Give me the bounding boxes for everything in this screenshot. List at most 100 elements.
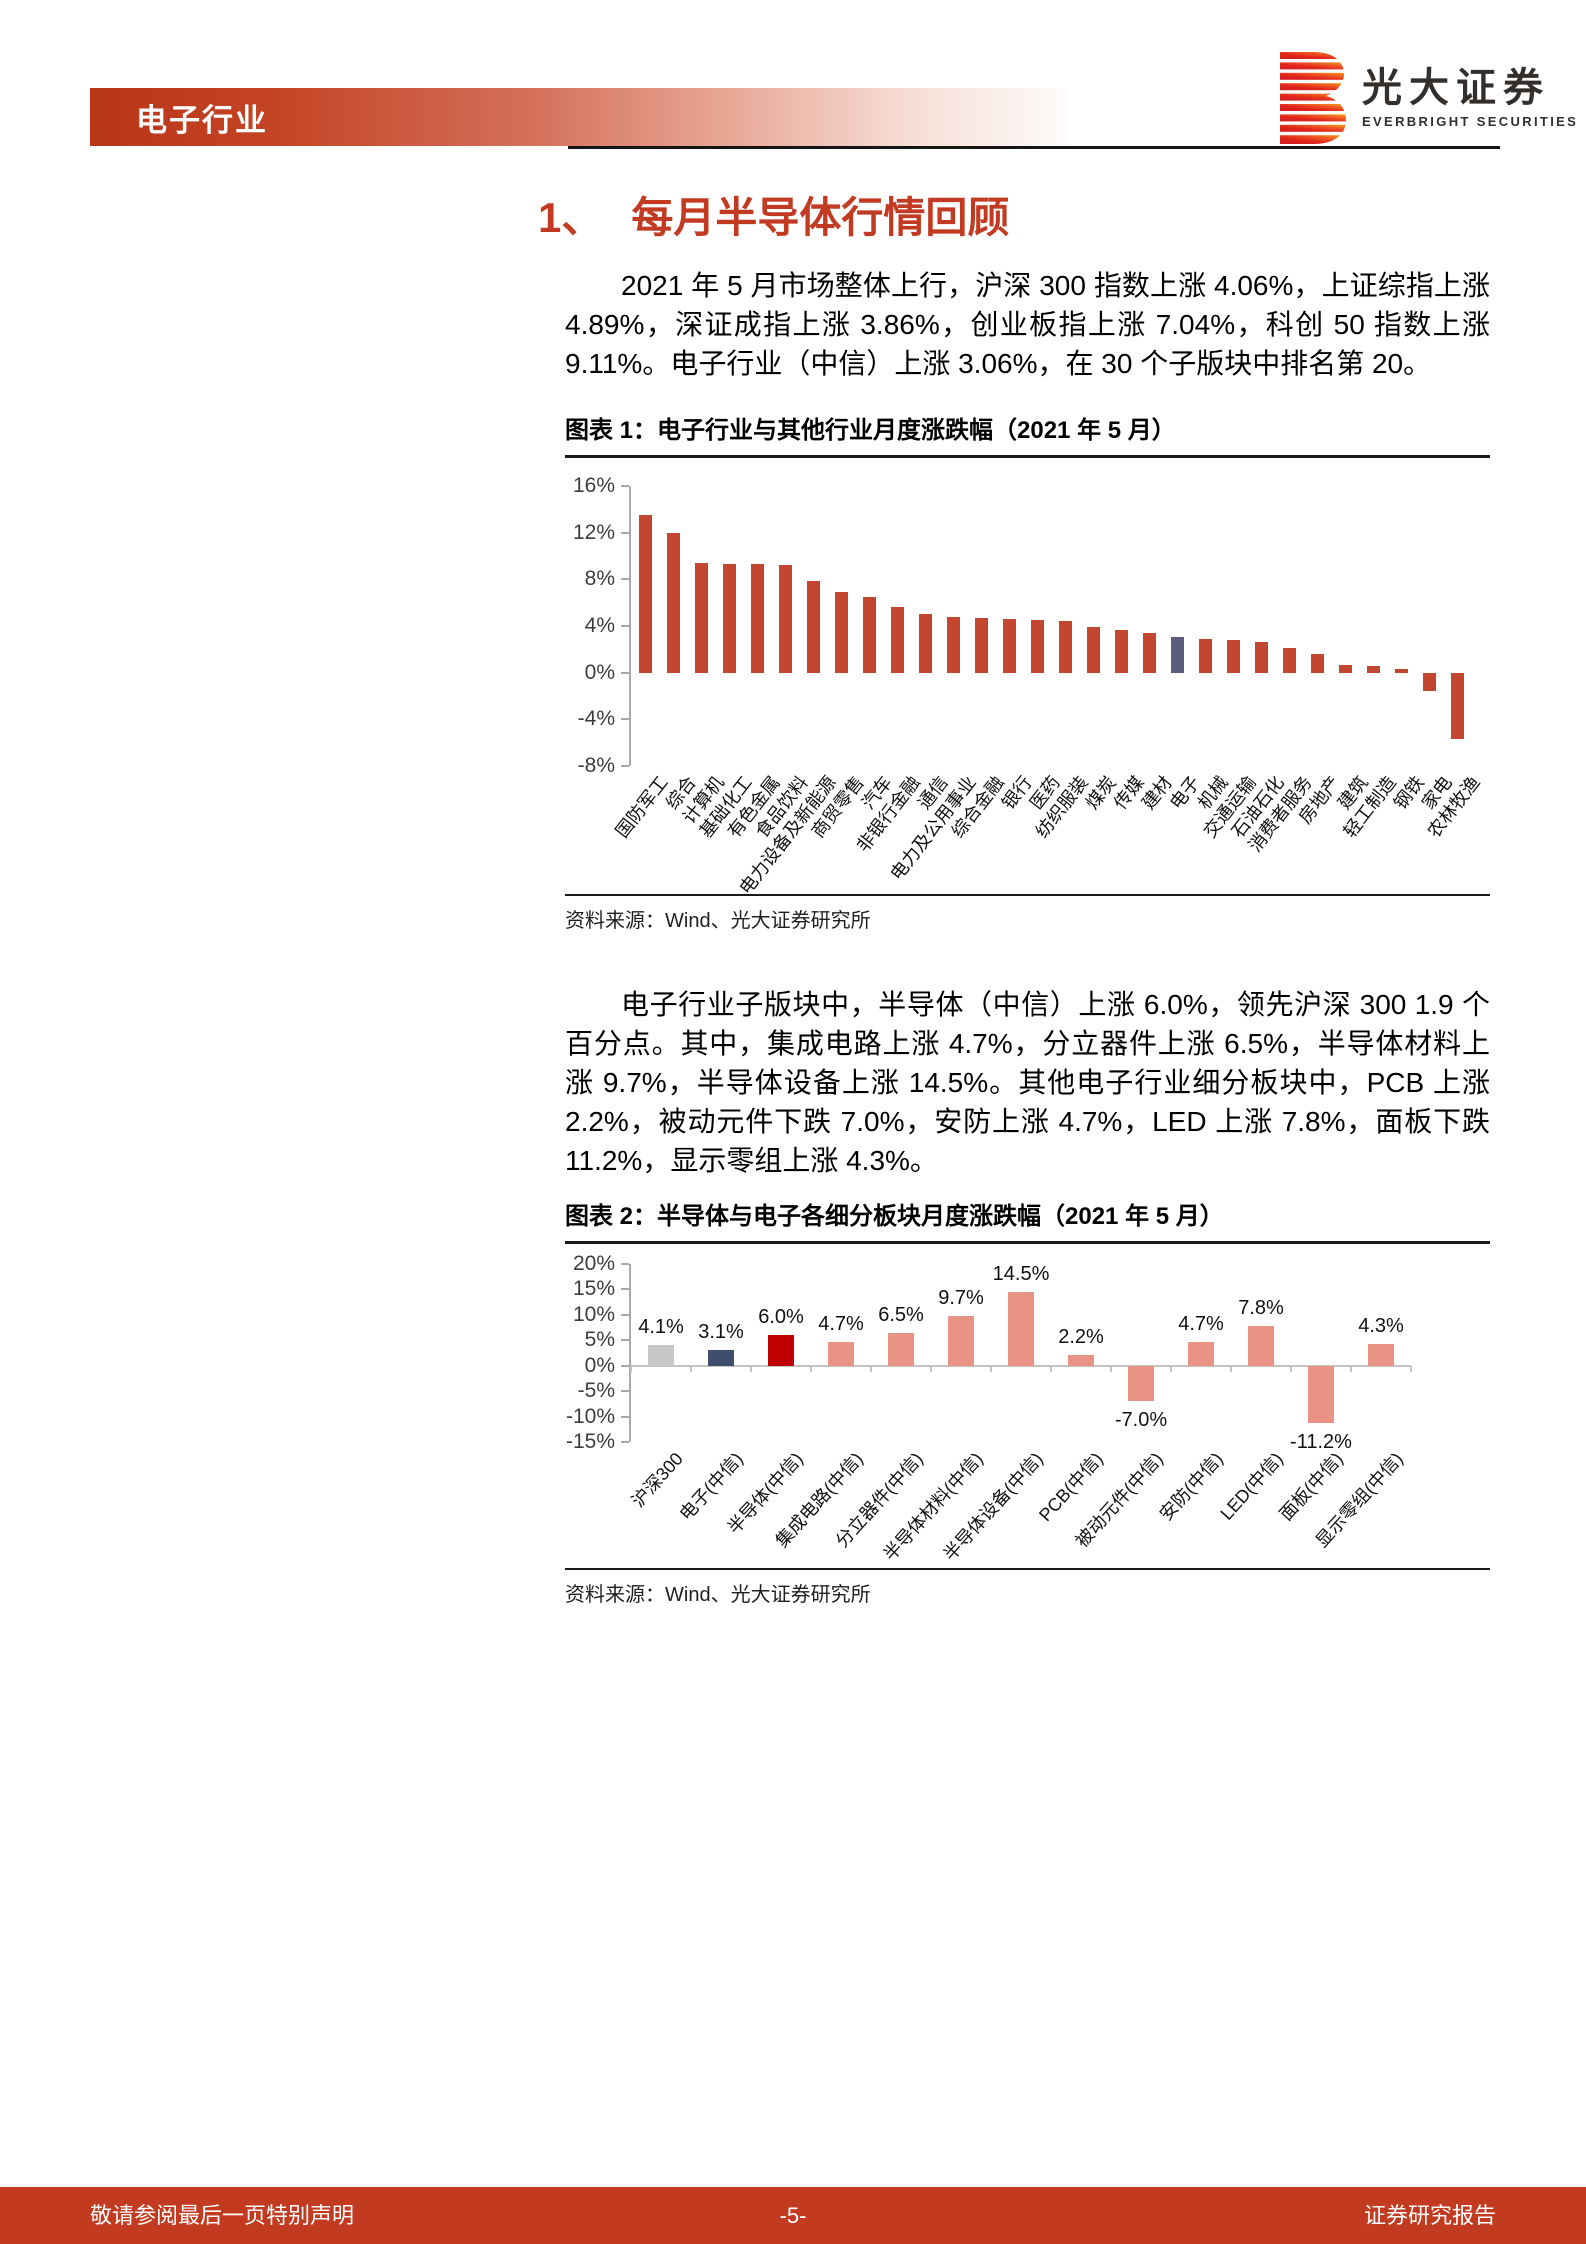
chart-bar	[1198, 638, 1212, 673]
page-footer: -5- 敬请参阅最后一页特别声明 证券研究报告	[0, 2187, 1586, 2244]
y-axis-tick-label: -15%	[565, 1430, 615, 1453]
footer-report-type: 证券研究报告	[1363, 2203, 1496, 2228]
bar-value-label: -7.0%	[1114, 1409, 1168, 1432]
baseline-tick	[810, 1365, 812, 1372]
y-axis-tick-label: 16%	[572, 474, 615, 497]
chart-bar	[828, 1341, 854, 1366]
chart-bar	[948, 1316, 974, 1366]
y-axis: 16% 12% 8% 4% 0% -4% -8%	[565, 474, 629, 777]
y-axis-tick-label: 5%	[584, 1328, 615, 1352]
chart-bar	[708, 1349, 734, 1366]
baseline-tick	[870, 1365, 872, 1372]
y-axis: 20% 15% 10% 5% 0% -5% -10% -15%	[565, 1252, 629, 1453]
baseline-tick	[990, 1365, 992, 1372]
chart-bar	[946, 616, 960, 673]
chart-bar	[768, 1335, 794, 1366]
bar-value-label: 4.3%	[1358, 1314, 1404, 1337]
bar-value-label: -11.2%	[1290, 1430, 1352, 1453]
bar-value-label: 2.2%	[1058, 1325, 1104, 1348]
y-axis-tick-label: 10%	[572, 1302, 615, 1326]
chart-bar	[974, 617, 988, 673]
section-title: 每月半导体行情回顾	[631, 194, 1010, 241]
figure-1: 图表 1：电子行业与其他行业月度涨跌幅（2021 年 5 月） 16% 12% 8%…	[565, 410, 1490, 933]
chart-bar	[666, 532, 680, 673]
y-axis-tick-mark	[621, 485, 629, 487]
body-paragraph-2: 电子行业子版块中，半导体（中信）上涨 6.0%，领先沪深 300 1.9 个百分…	[565, 989, 1490, 1176]
baseline-tick	[750, 1365, 752, 1372]
chart-bar	[1394, 669, 1408, 673]
baseline-tick	[690, 1365, 692, 1372]
chart-bar	[1450, 672, 1464, 740]
chart-bar	[1254, 642, 1268, 673]
baseline-tick	[930, 1365, 932, 1372]
y-axis-tick-mark	[621, 1364, 629, 1367]
plot-area: 4.1% 3.1% 6.0% 4.7% 6.5% 9.7% 14.5% 2.2% -7.0% 4.…	[629, 1263, 1412, 1453]
y-axis-tick-mark	[621, 1263, 629, 1265]
figure-2-chart: 20% 15% 10% 5% 0% -5% -10% -15% 4.1% 3.1% 6.0% 4.7…	[565, 1252, 1490, 1565]
y-axis-tick-mark	[621, 1313, 629, 1316]
y-axis-tick-label: -4%	[577, 707, 615, 731]
chart-bar	[806, 580, 820, 673]
baseline-tick	[1170, 1365, 1172, 1372]
y-axis-tick-mark	[621, 1288, 629, 1291]
chart-bar	[1086, 627, 1100, 673]
x-axis-labels: 沪深300 电子(中信) 半导体(中信) 集成电路(中信) 分立器件(中信) 半导体材料(…	[628, 1442, 1409, 1565]
industry-banner: 电子行业	[90, 88, 1070, 146]
chart-bar	[1338, 664, 1352, 673]
bar-value-label: 6.0%	[758, 1306, 804, 1329]
industry-tag-label: 电子行业	[136, 102, 268, 138]
y-axis-tick-mark	[621, 1415, 629, 1418]
x-axis-label: 安防(中信)	[1155, 1448, 1227, 1525]
bar-value-label: 4.7%	[818, 1312, 864, 1335]
figure-1-chart: 16% 12% 8% 4% 0% -4% -8% 国防军工 综合 计算机 基础化工 有色金属 食品饮料…	[565, 474, 1490, 898]
chart-bar	[1188, 1341, 1214, 1366]
y-axis-tick-label: 8%	[584, 567, 615, 591]
y-axis-tick-label: 15%	[572, 1277, 615, 1301]
chart-bar	[1114, 629, 1128, 673]
bar-value-label: 6.5%	[878, 1303, 924, 1326]
baseline-tick	[1410, 1365, 1412, 1372]
x-axis-label: 国防军工	[611, 772, 672, 842]
chart-bar	[648, 1344, 674, 1366]
figure-1-source: 资料来源：Wind、光大证券研究所	[565, 894, 1490, 933]
chart-bar	[834, 592, 848, 673]
y-axis-tick-label: 0%	[584, 1353, 615, 1377]
y-axis-tick-mark	[621, 1390, 629, 1393]
chart-bar	[1368, 1343, 1394, 1366]
footer-disclaimer: 敬请参阅最后一页特别声明	[90, 2203, 355, 2228]
chart-bar	[778, 565, 792, 673]
x-axis-label: LED(中信)	[1216, 1448, 1287, 1524]
chart-bar	[1068, 1354, 1094, 1366]
chart-bar	[1008, 1291, 1034, 1366]
y-axis-tick-mark	[621, 765, 629, 767]
chart-bar	[862, 596, 876, 673]
y-axis-tick-mark	[621, 718, 629, 721]
y-axis-tick-mark	[621, 1339, 629, 1342]
bar-value-label: 9.7%	[938, 1287, 984, 1310]
y-axis-tick-mark	[621, 671, 629, 674]
chart-bar	[918, 614, 932, 673]
y-axis-tick-mark	[621, 578, 629, 581]
chart-bar	[1248, 1326, 1274, 1366]
baseline-tick	[1350, 1365, 1352, 1372]
chart-bar	[890, 607, 904, 673]
y-axis-tick-label: -5%	[577, 1379, 615, 1403]
baseline-tick	[1290, 1365, 1292, 1372]
figure-2-caption: 图表 2：半导体与电子各细分板块月度涨跌幅（2021 年 5 月）	[565, 1196, 1490, 1244]
baseline-tick	[1230, 1365, 1232, 1372]
figure-2: 图表 2：半导体与电子各细分板块月度涨跌幅（2021 年 5 月） 20% 15%…	[565, 1196, 1490, 1607]
figure-1-caption: 图表 1：电子行业与其他行业月度涨跌幅（2021 年 5 月）	[565, 410, 1490, 458]
brand-name-en: EVERBRIGHT SECURITIES	[1362, 114, 1579, 129]
chart-bar	[1002, 619, 1016, 673]
chart-bar	[1030, 620, 1044, 673]
bar-value-label: 3.1%	[698, 1320, 744, 1343]
bar-value-label: 7.8%	[1238, 1297, 1284, 1320]
everbright-logo: 光大证券 EVERBRIGHT SECURITIES	[1280, 52, 1578, 144]
zero-baseline	[631, 1364, 1411, 1367]
chart-bar	[1226, 640, 1240, 673]
baseline-tick	[1110, 1365, 1112, 1372]
baseline-tick	[630, 1365, 632, 1372]
y-axis-tick-mark	[621, 1441, 629, 1443]
y-axis-tick-mark	[621, 531, 629, 534]
y-axis-tick-label: 12%	[572, 520, 615, 544]
